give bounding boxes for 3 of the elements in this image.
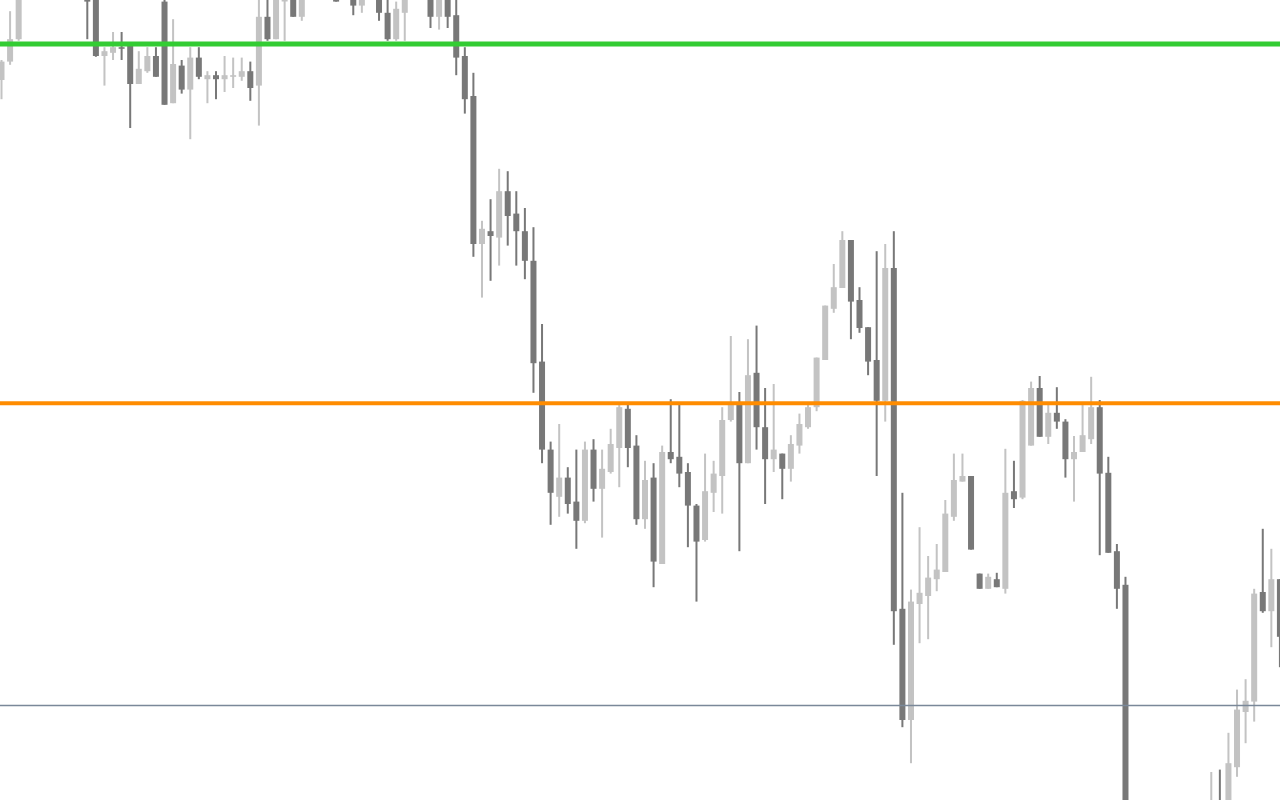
candlestick bbox=[290, 0, 297, 17]
candlestick bbox=[976, 573, 983, 589]
candlestick bbox=[822, 305, 829, 360]
